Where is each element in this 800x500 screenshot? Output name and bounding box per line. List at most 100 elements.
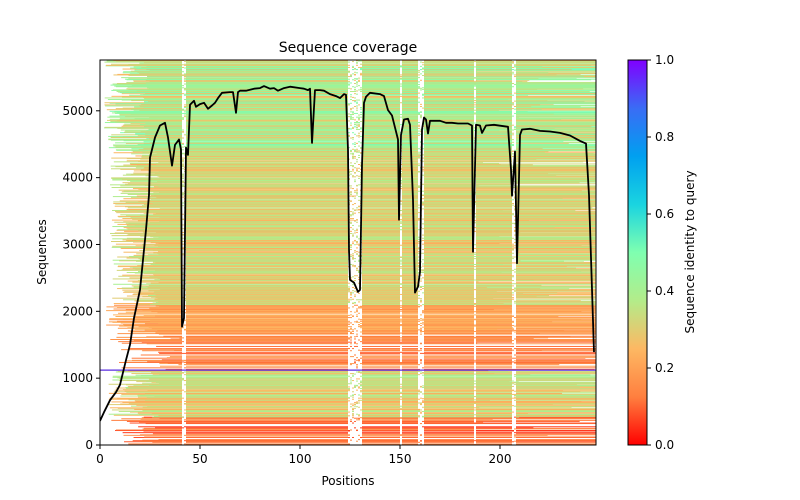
alignment-row-segment — [402, 320, 420, 322]
alignment-row-segment — [362, 403, 400, 405]
alignment-row-segment — [424, 227, 474, 229]
alignment-row-segment — [402, 253, 418, 255]
alignment-row-segment — [402, 229, 418, 231]
alignment-row-segment — [186, 433, 348, 435]
alignment-row-segment — [516, 223, 596, 225]
alignment-row-segment — [354, 354, 356, 356]
alignment-row-segment — [362, 408, 420, 410]
alignment-row-segment — [516, 336, 596, 338]
alignment-row-segment — [402, 287, 418, 289]
alignment-row-segment — [186, 167, 348, 169]
alignment-row-segment — [516, 111, 596, 113]
alignment-row-segment — [516, 439, 596, 441]
alignment-row-segment — [358, 360, 360, 362]
alignment-row-segment — [158, 246, 182, 248]
alignment-row-segment — [111, 419, 182, 421]
alignment-row-segment — [424, 73, 474, 75]
alignment-row-segment — [126, 239, 182, 241]
alignment-row-segment — [360, 259, 400, 261]
alignment-row-segment — [424, 214, 474, 216]
alignment-row-segment — [424, 186, 474, 188]
alignment-row-segment — [476, 288, 512, 290]
alignment-row-segment — [362, 416, 400, 418]
alignment-row-segment — [186, 251, 348, 253]
alignment-row-segment — [356, 330, 358, 332]
alignment-row-segment — [356, 99, 360, 101]
alignment-row-segment — [362, 125, 400, 127]
alignment-row-segment — [424, 365, 474, 367]
alignment-row-segment — [186, 238, 350, 240]
alignment-row-segment — [114, 232, 182, 234]
alignment-row-segment — [186, 115, 348, 117]
alignment-row-segment — [360, 235, 400, 237]
alignment-row-segment — [516, 401, 596, 403]
alignment-row-segment — [153, 275, 182, 277]
alignment-row-segment — [424, 341, 474, 343]
alignment-row-segment — [476, 276, 514, 278]
alignment-row-segment — [360, 227, 400, 229]
alignment-row-segment — [186, 383, 348, 385]
alignment-row-segment — [104, 122, 182, 124]
alignment-row-segment — [350, 350, 352, 352]
alignment-row-segment — [424, 92, 474, 94]
alignment-row-segment — [154, 279, 348, 281]
alignment-row-segment — [424, 108, 474, 110]
alignment-row-segment — [476, 125, 512, 127]
alignment-row-segment — [112, 259, 182, 261]
alignment-row-segment — [362, 186, 400, 188]
alignment-row-segment — [362, 123, 400, 125]
alignment-row-segment — [362, 290, 400, 292]
alignment-row-segment — [108, 147, 182, 149]
alignment-row-segment — [362, 124, 400, 126]
alignment-row-segment — [402, 323, 418, 325]
alignment-row-segment — [352, 73, 354, 75]
alignment-row-segment — [159, 191, 182, 193]
alignment-row-segment — [186, 123, 348, 125]
alignment-row-segment — [424, 403, 474, 405]
alignment-row-segment — [132, 219, 184, 221]
alignment-row-segment — [424, 102, 474, 104]
alignment-row-segment — [362, 299, 400, 301]
alignment-row-segment — [352, 396, 354, 398]
alignment-row-segment — [476, 249, 514, 251]
alignment-row-segment — [424, 215, 474, 217]
alignment-row-segment — [186, 197, 348, 199]
alignment-row-segment — [422, 68, 474, 70]
alignment-row-segment — [108, 135, 182, 137]
alignment-row-segment — [113, 263, 182, 265]
alignment-row-segment — [113, 391, 182, 393]
alignment-row-segment — [424, 427, 474, 429]
alignment-row-segment — [424, 99, 474, 101]
alignment-row-segment — [356, 161, 358, 163]
alignment-row-segment — [356, 81, 358, 83]
alignment-row-segment — [422, 208, 474, 210]
alignment-row-segment — [476, 269, 514, 271]
alignment-row-segment — [402, 199, 418, 201]
alignment-row-segment — [186, 232, 348, 234]
alignment-row-segment — [402, 429, 418, 431]
alignment-row-segment — [402, 348, 418, 350]
alignment-row-segment — [422, 88, 512, 90]
alignment-row-segment — [402, 309, 418, 311]
alignment-row-segment — [402, 190, 418, 192]
alignment-row-segment — [424, 349, 474, 351]
alignment-row-segment — [424, 337, 512, 339]
alignment-row-segment — [116, 336, 182, 338]
alignment-row-segment — [424, 387, 474, 389]
alignment-row-segment — [186, 236, 348, 238]
alignment-row-segment — [516, 386, 596, 388]
alignment-row-segment — [186, 205, 348, 207]
alignment-row-segment — [516, 264, 596, 266]
alignment-row-segment — [354, 157, 356, 159]
alignment-row-segment — [476, 115, 514, 117]
alignment-row-segment — [356, 219, 358, 221]
alignment-row-segment — [184, 114, 348, 116]
alignment-row-segment — [402, 370, 420, 372]
alignment-row-segment — [358, 349, 360, 351]
alignment-row-segment — [186, 374, 348, 376]
alignment-row-segment — [424, 343, 474, 345]
alignment-row-segment — [476, 363, 512, 365]
alignment-row-segment — [358, 307, 400, 309]
alignment-row-segment — [362, 70, 400, 72]
alignment-row-segment — [476, 189, 512, 191]
